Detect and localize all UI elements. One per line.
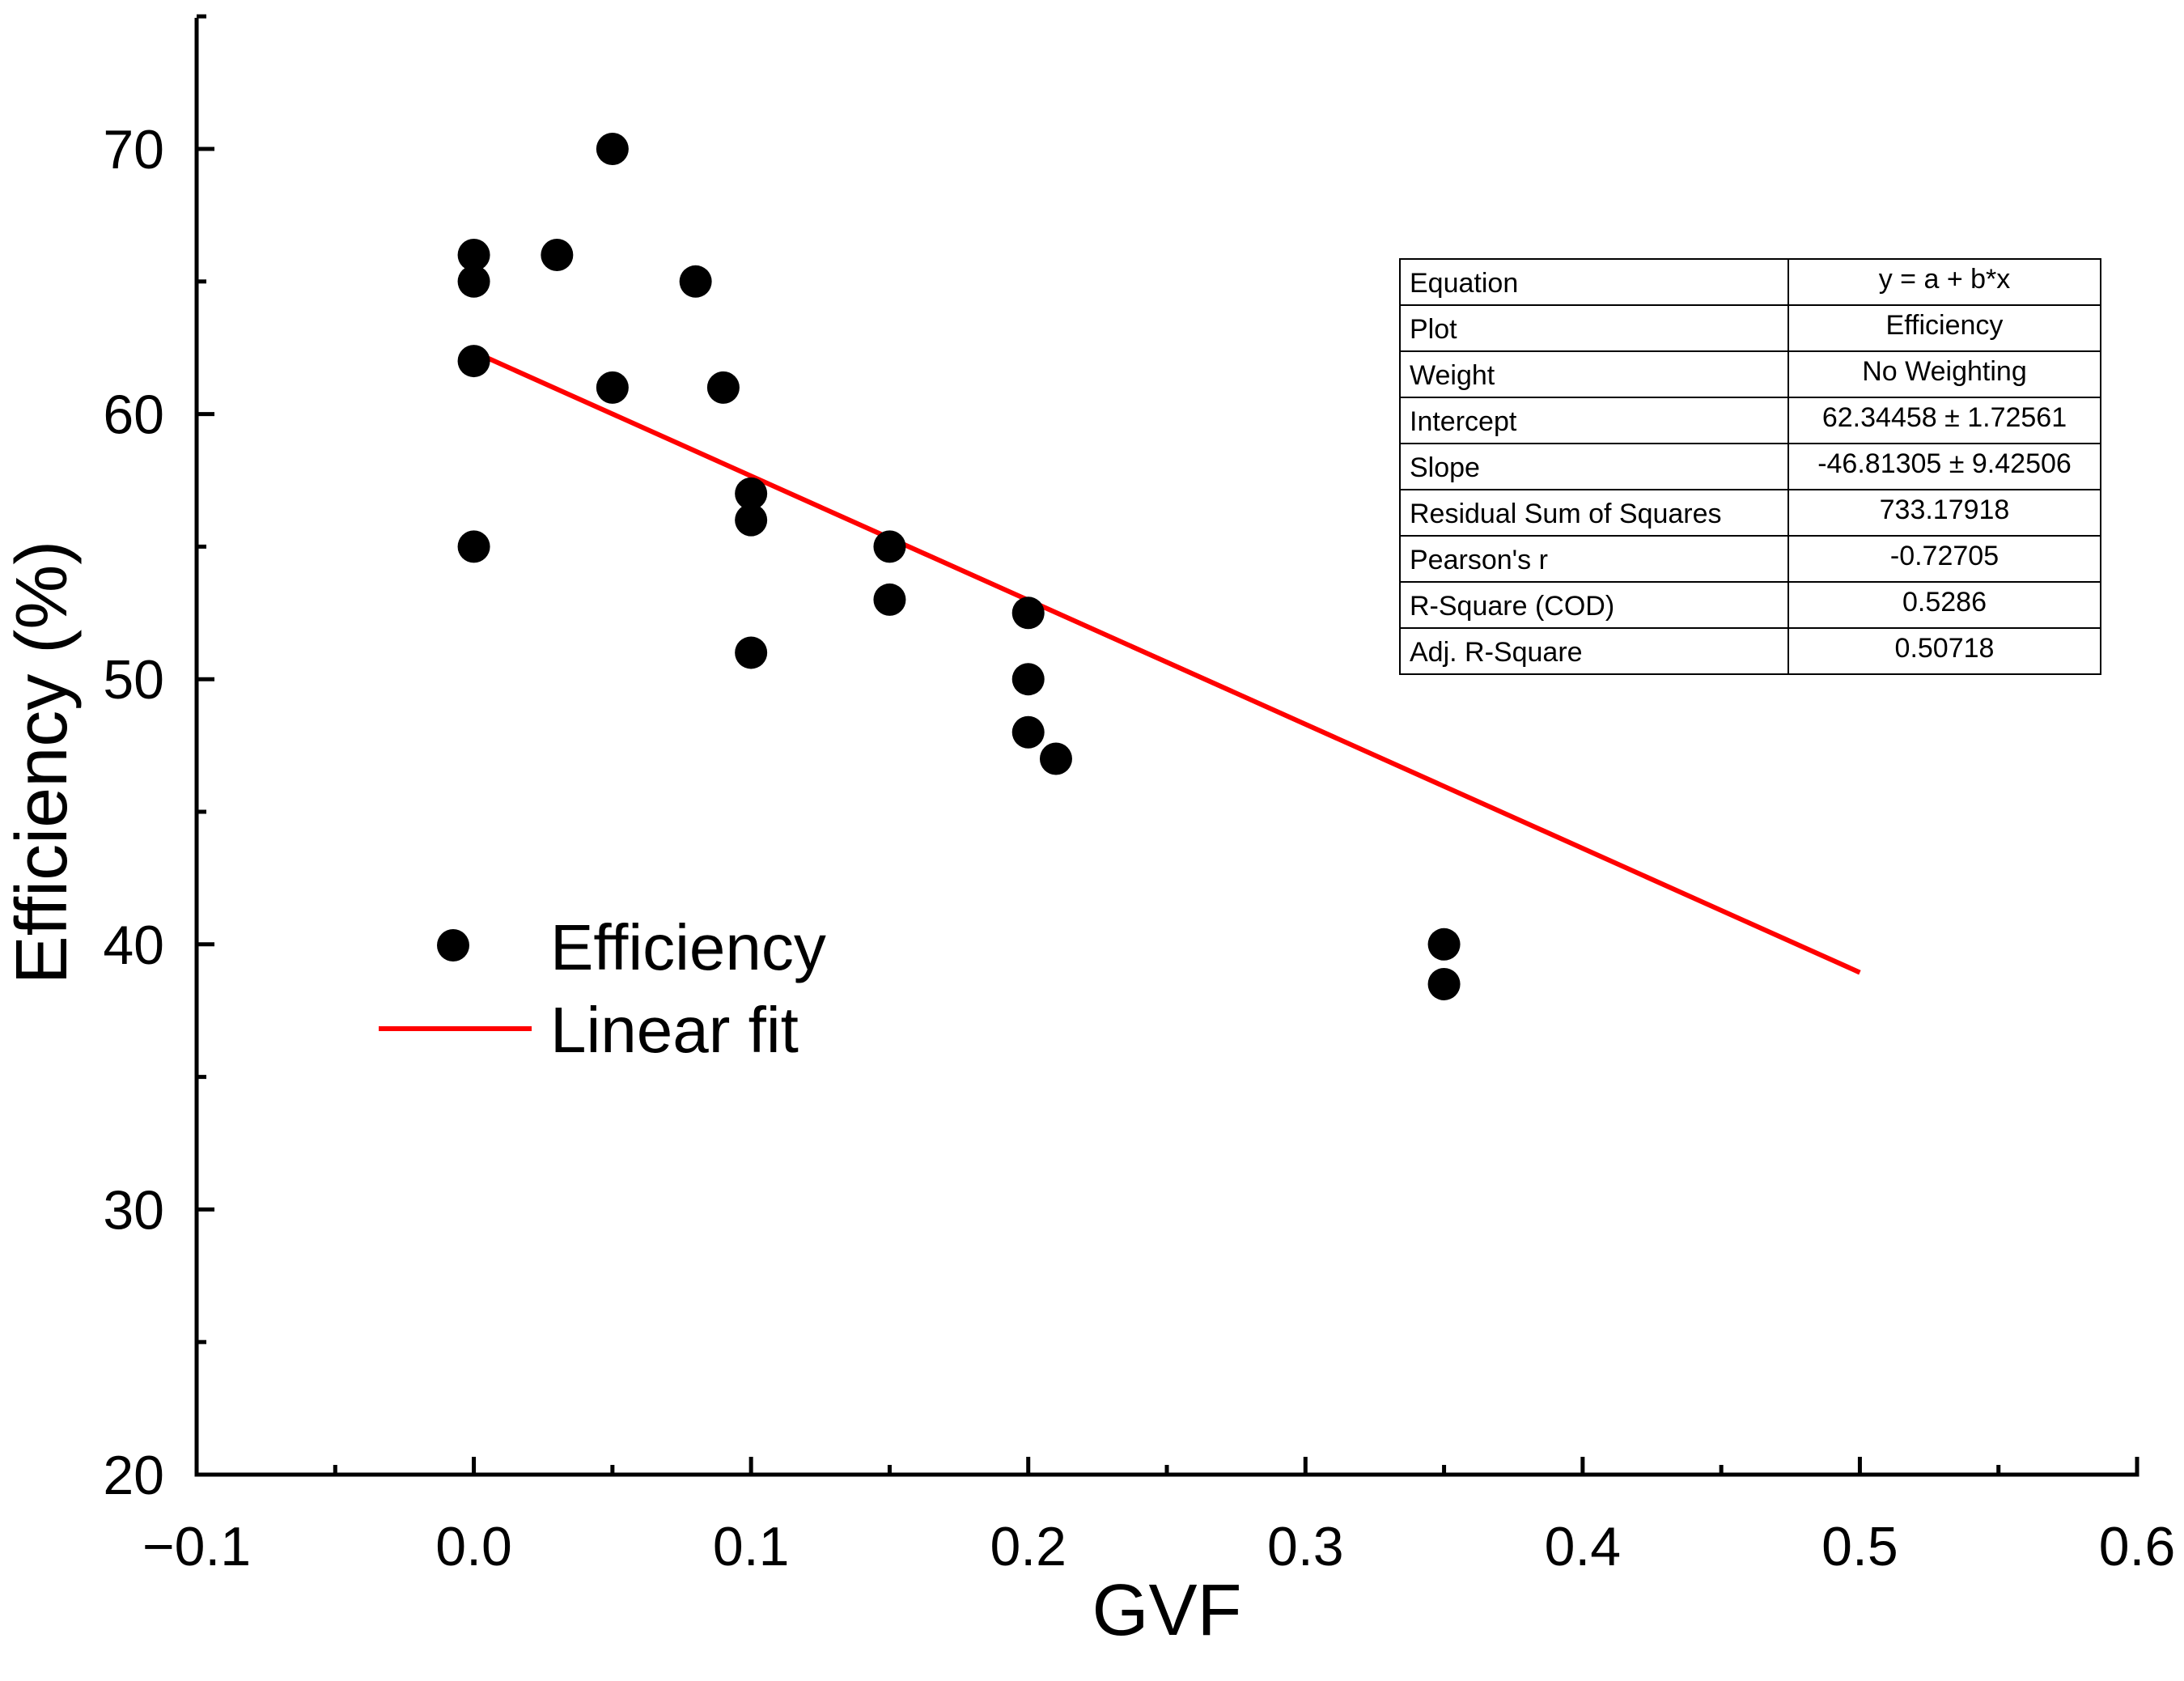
y-tick-label: 60 (103, 384, 164, 446)
scatter-point (679, 265, 712, 298)
x-tick-label: 0.3 (1267, 1516, 1344, 1577)
fit-statistics-table: Equation y = a + b*x Plot Efficiency Weight N… (1399, 258, 2101, 675)
table-row-value: -0.72705 (1890, 541, 1999, 571)
table-border (1399, 258, 2101, 675)
table-row-label: Plot (1410, 314, 1457, 345)
x-tick-label: −0.1 (142, 1516, 251, 1577)
table-row-value: No Weighting (1862, 356, 2027, 387)
x-axis-title: GVF (1092, 1570, 1241, 1651)
table-row-label: Intercept (1410, 406, 1517, 437)
axes (194, 18, 2139, 1477)
table-row-value: 0.50718 (1895, 633, 1995, 664)
table-row-label: Adj. R-Square (1410, 637, 1583, 668)
table-row-label: Pearson's r (1410, 545, 1548, 575)
scatter-point (873, 530, 906, 563)
y-tick-label: 30 (103, 1179, 164, 1241)
table-row-value: 0.5286 (1902, 587, 1987, 618)
scatter-point (457, 265, 490, 298)
linear-fit-group (473, 350, 1861, 975)
y-axis-title: Efficiency (%) (2, 541, 83, 984)
table-row-value: -46.81305 ± 9.42506 (1817, 448, 2072, 479)
scatter-point (457, 530, 490, 563)
x-tick-label: 0.1 (713, 1516, 790, 1577)
table-row-label: Residual Sum of Squares (1410, 499, 1722, 529)
scatter-point (735, 503, 768, 537)
table-row-value: 62.34458 ± 1.72561 (1822, 402, 2067, 433)
table-row-label: Slope (1410, 452, 1480, 483)
y-tick-label: 50 (103, 649, 164, 711)
table-row-value: Efficiency (1886, 310, 2004, 341)
x-tick-label: 0.5 (1821, 1516, 1898, 1577)
table-row-label: R-Square (COD) (1410, 591, 1614, 622)
scatter-point (1427, 967, 1461, 1000)
scatter-point (457, 345, 490, 378)
table-row-label: Weight (1410, 360, 1495, 391)
scatter-point (1011, 715, 1045, 749)
scatter-point (735, 477, 768, 510)
x-ticks: −0.1 0.0 0.1 0.2 0.3 0.4 0.5 0.6 (142, 1457, 2175, 1577)
table-row-label: Equation (1410, 268, 1518, 299)
legend-label-linear-fit: Linear fit (550, 994, 799, 1066)
legend: Efficiency Linear fit (379, 911, 826, 1066)
scatter-point (706, 371, 740, 404)
scatter-point (596, 371, 629, 404)
scatter-point (1011, 596, 1045, 630)
scatter-point (1427, 928, 1461, 961)
scatter-point (735, 636, 768, 669)
x-tick-label: 0.0 (435, 1516, 512, 1577)
linear-fit-line (473, 350, 1861, 975)
scatter-point (1011, 663, 1045, 696)
y-tick-label: 20 (103, 1445, 164, 1506)
legend-marker-efficiency (437, 929, 469, 961)
scatter-point (457, 239, 490, 272)
scatter-point (873, 583, 906, 616)
scatter-point (1039, 742, 1072, 775)
x-tick-label: 0.4 (1545, 1516, 1622, 1577)
table-row-value: y = a + b*x (1879, 264, 2011, 295)
x-tick-label: 0.2 (990, 1516, 1067, 1577)
scatter-point (596, 133, 629, 165)
y-ticks: 20 30 40 50 60 70 (103, 14, 214, 1506)
x-tick-label: 0.6 (2099, 1516, 2176, 1577)
legend-label-efficiency: Efficiency (550, 911, 826, 983)
scatter-points (457, 133, 1461, 1000)
table-row-value: 733.17918 (1880, 495, 2010, 525)
scatter-point (541, 239, 574, 272)
y-tick-label: 70 (103, 119, 164, 180)
y-tick-label: 40 (103, 915, 164, 976)
